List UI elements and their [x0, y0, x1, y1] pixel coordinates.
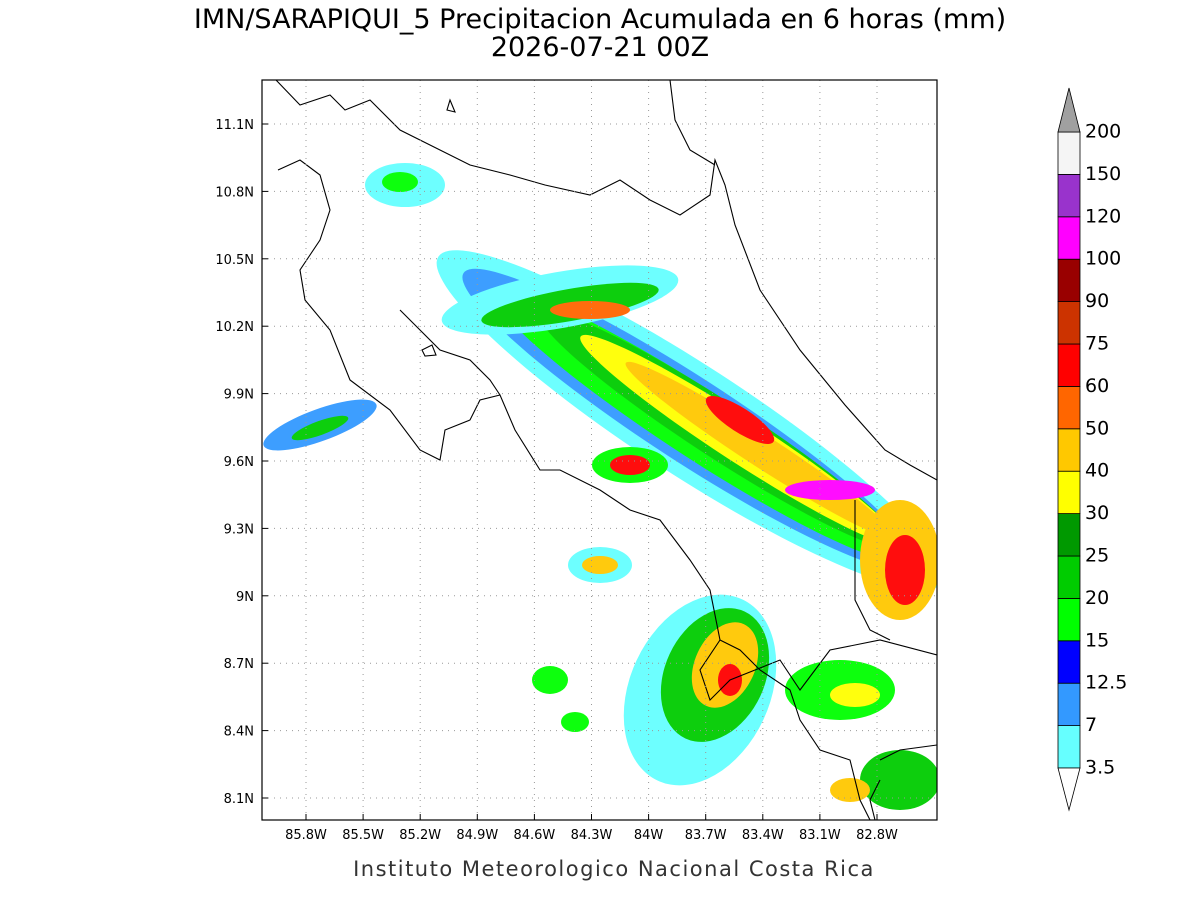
colorbar-segment — [1057, 131, 1081, 175]
colorbar-segment — [1057, 173, 1081, 218]
colorbar-label: 75 — [1085, 333, 1109, 355]
y-tick-label: 10.2N — [215, 320, 254, 335]
colorbar-label: 90 — [1085, 290, 1109, 312]
colorbar-segment — [1057, 301, 1081, 345]
colorbar-label: 60 — [1085, 375, 1109, 397]
colorbar-label: 100 — [1085, 248, 1121, 270]
colorbar-label: 25 — [1085, 545, 1109, 567]
y-tick-label: 8.1N — [224, 792, 254, 807]
colorbar-under — [1057, 767, 1081, 812]
colorbar-label: 30 — [1085, 502, 1109, 524]
x-tick-label: 85.5W — [342, 828, 384, 843]
x-tick-label: 83.1W — [799, 828, 841, 843]
y-tick-label: 9N — [236, 590, 254, 605]
y-tick-label: 9.9N — [224, 388, 254, 403]
colorbar-segment — [1057, 216, 1081, 260]
x-tick-label: 84.6W — [513, 828, 555, 843]
y-tick-label: 11.1N — [215, 118, 254, 133]
y-tick-label: 9.3N — [224, 522, 254, 537]
colorbar-segment — [1057, 258, 1081, 303]
colorbar-segment — [1057, 343, 1081, 387]
colorbar-label: 12.5 — [1085, 672, 1127, 694]
colorbar-segment — [1057, 598, 1081, 642]
subtitle: 2026-07-21 00Z — [491, 32, 709, 63]
x-tick-label: 83.7W — [685, 828, 727, 843]
coastline — [275, 80, 937, 820]
colorbar-label: 20 — [1085, 587, 1109, 609]
colorbar-segment — [1057, 682, 1081, 727]
x-tick-label: 84.9W — [456, 828, 498, 843]
colorbar-segment — [1057, 428, 1081, 472]
colorbar-segment — [1057, 513, 1081, 557]
y-tick-label: 9.6N — [224, 455, 254, 470]
x-tick-label: 83.4W — [742, 828, 784, 843]
x-tick-label: 85.2W — [399, 828, 441, 843]
colorbar-segment — [1057, 470, 1081, 515]
colorbar-label: 50 — [1085, 417, 1109, 439]
colorbar-segment — [1057, 725, 1081, 769]
x-tick-label: 84.3W — [571, 828, 613, 843]
colorbar-label: 200 — [1085, 121, 1121, 143]
precip-field — [263, 80, 937, 820]
map-frame — [261, 79, 938, 821]
y-tick-label: 8.7N — [224, 657, 254, 672]
x-tick-label: 84W — [634, 828, 664, 843]
y-tick-label: 8.4N — [224, 725, 254, 740]
colorbar-segment — [1057, 555, 1081, 599]
y-tick-label: 10.5N — [215, 253, 254, 268]
colorbar-segment — [1057, 385, 1081, 430]
y-tick-label: 10.8N — [215, 185, 254, 200]
colorbar-label: 15 — [1085, 629, 1109, 651]
colorbar-segment — [1057, 640, 1081, 684]
footer: Instituto Meteorologico Nacional Costa R… — [353, 857, 875, 881]
colorbar-label: 3.5 — [1085, 757, 1115, 779]
x-tick-label: 85.8W — [285, 828, 327, 843]
colorbar-label: 120 — [1085, 205, 1121, 227]
colorbar: 3.5 7 12.5 15 20 25 30 40 50 60 75 90 100 120 150 200 — [1057, 87, 1127, 812]
colorbar-label: 150 — [1085, 163, 1121, 185]
title: IMN/SARAPIQUI_5 Precipitacion Acumulada … — [194, 4, 1006, 35]
x-tick-label: 82.8W — [856, 828, 898, 843]
colorbar-label: 7 — [1085, 714, 1097, 736]
colorbar-over — [1057, 87, 1081, 133]
grid — [262, 80, 937, 820]
colorbar-label: 40 — [1085, 460, 1109, 482]
